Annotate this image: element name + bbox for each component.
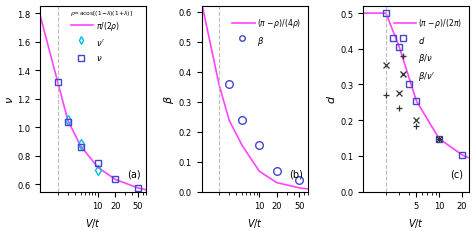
Text: $\beta/\nu$: $\beta/\nu$ (418, 52, 433, 65)
Text: $(\pi-\rho)/(4\rho)$: $(\pi-\rho)/(4\rho)$ (257, 17, 301, 30)
Text: $d$: $d$ (418, 35, 426, 46)
Y-axis label: $\beta$: $\beta$ (162, 95, 176, 104)
Text: (a): (a) (128, 169, 141, 179)
Text: $(\pi-\rho)/(2\pi)$: $(\pi-\rho)/(2\pi)$ (418, 17, 462, 30)
Text: $\rho\!=\!\mathrm{acos}[(1\!-\!\lambda)(1\!+\!\lambda)]$: $\rho\!=\!\mathrm{acos}[(1\!-\!\lambda)(… (70, 9, 133, 18)
Text: $\pi/(2\rho)$: $\pi/(2\rho)$ (95, 20, 119, 33)
X-axis label: $V/t$: $V/t$ (247, 216, 263, 229)
Text: $\beta/\nu'$: $\beta/\nu'$ (418, 70, 435, 83)
Text: (b): (b) (289, 169, 302, 179)
X-axis label: $V/t$: $V/t$ (85, 216, 101, 229)
Text: $\beta$: $\beta$ (257, 35, 264, 48)
Text: $\nu$: $\nu$ (95, 54, 102, 63)
Text: $\nu'$: $\nu'$ (95, 36, 104, 47)
Text: (c): (c) (450, 169, 463, 179)
Y-axis label: $\nu$: $\nu$ (5, 95, 15, 103)
Y-axis label: $d$: $d$ (325, 95, 337, 104)
X-axis label: $V/t$: $V/t$ (408, 216, 424, 229)
